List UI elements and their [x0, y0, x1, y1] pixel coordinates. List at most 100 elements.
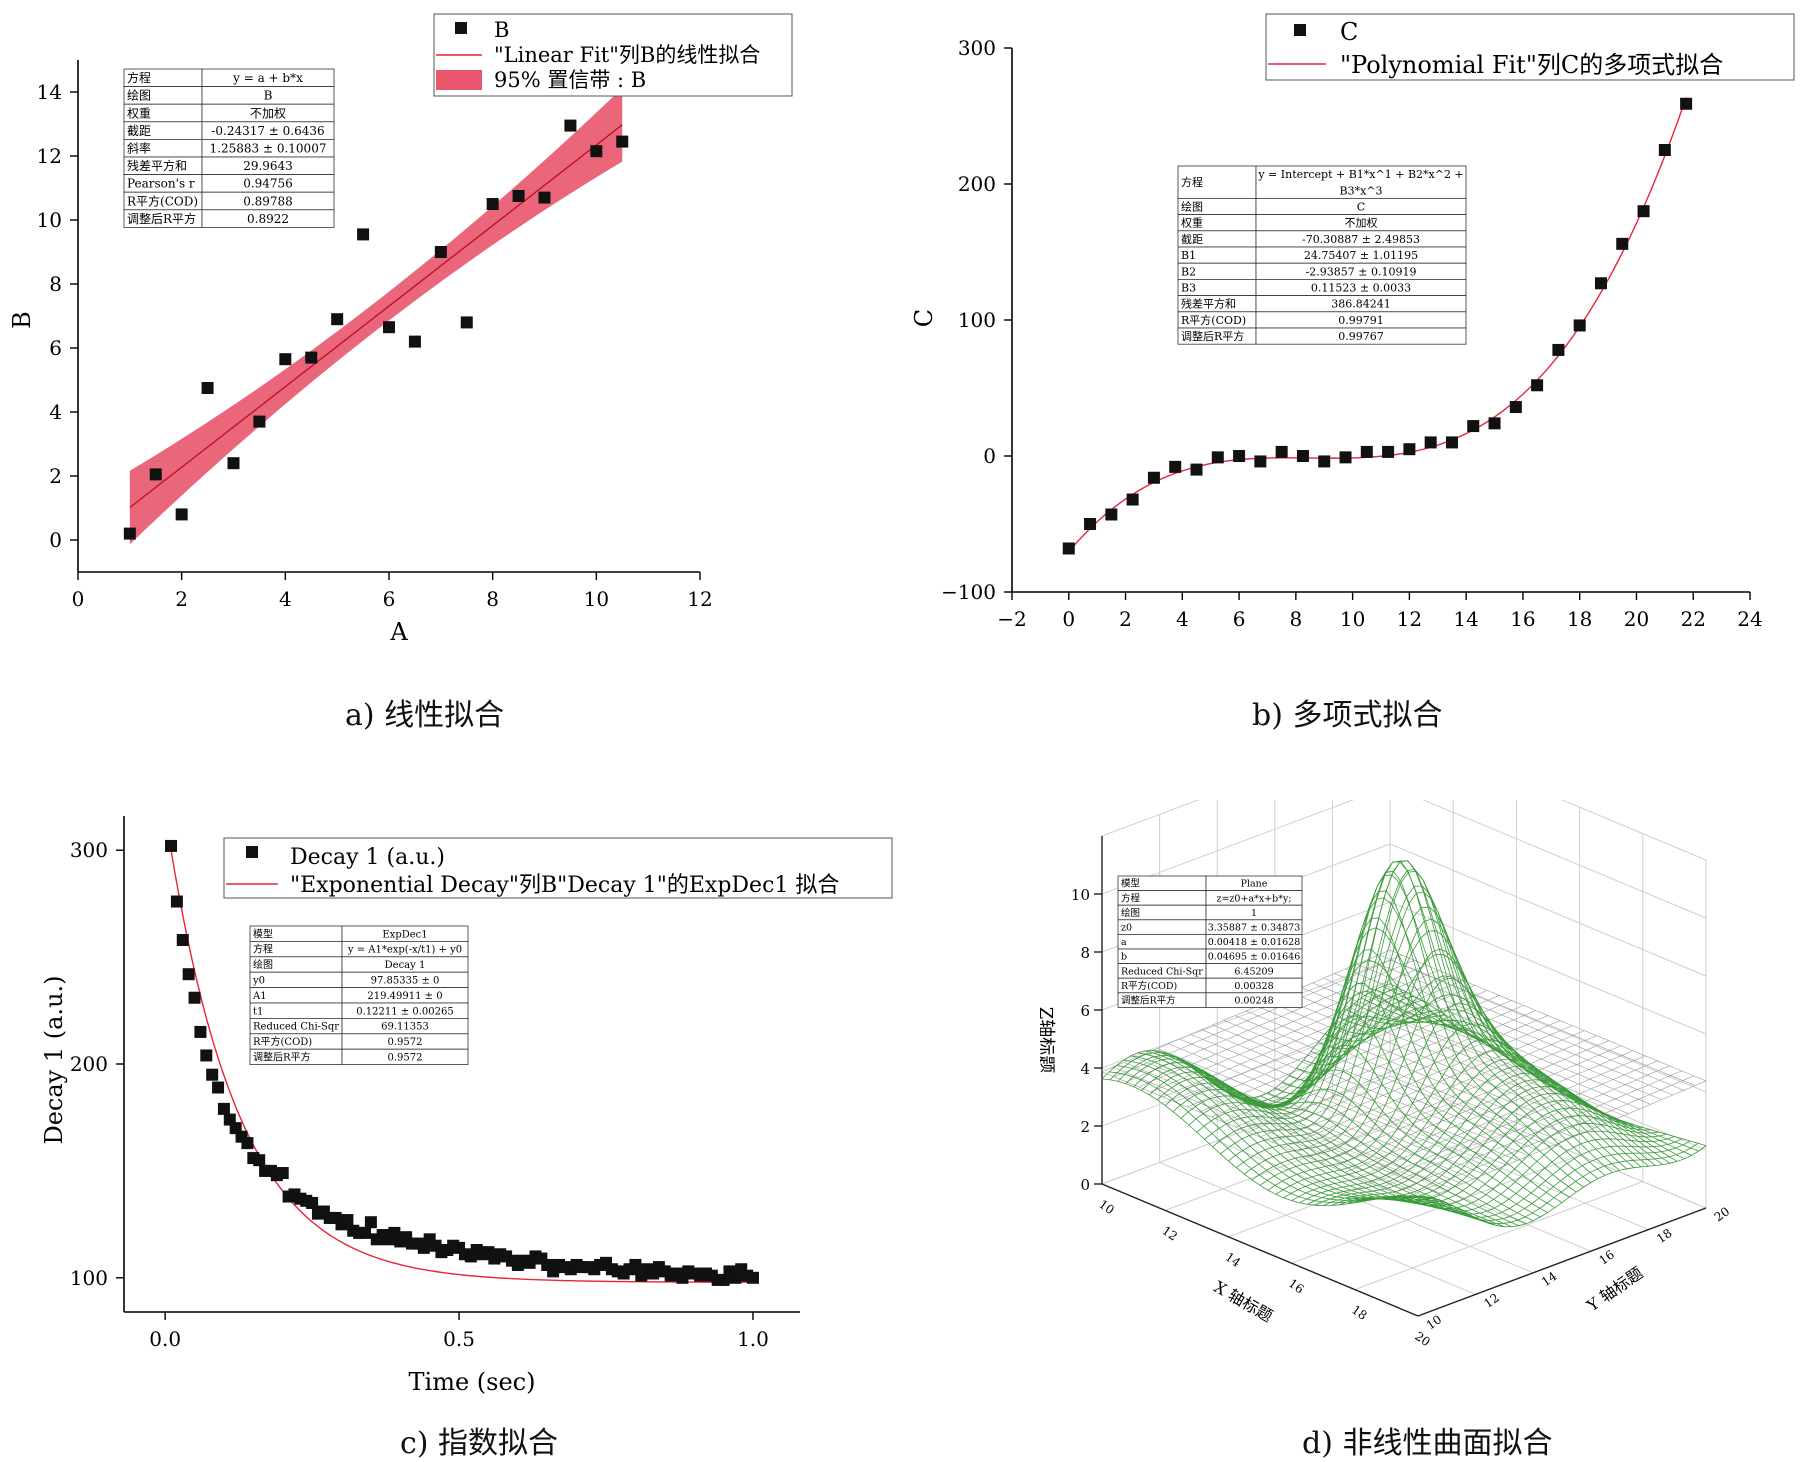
data-point [629, 1258, 642, 1271]
grid-line [1159, 1161, 1476, 1295]
data-point [1360, 445, 1373, 458]
table-key: 绘图 [1181, 199, 1203, 213]
data-point [1190, 463, 1203, 476]
y-tick-label: 0 [49, 528, 62, 552]
surface-mesh-line [1362, 1115, 1651, 1207]
surface-mesh-line [1339, 994, 1656, 1166]
caption-b: b) 多项式拟合 [1252, 698, 1443, 733]
table-value: 219.49911 ± 0 [367, 991, 442, 1002]
data-point [383, 321, 395, 334]
data-point [1233, 450, 1246, 462]
plane-mesh-line [1312, 982, 1629, 1114]
x-tick-label: −2 [997, 607, 1026, 631]
grid-line [1389, 1075, 1707, 1209]
data-point [200, 1049, 213, 1062]
legend: C "Polynomial Fit"列C的多项式拟合 [1265, 13, 1795, 81]
linear-fit-line [129, 124, 623, 509]
table-key: 方程 [1121, 892, 1141, 904]
legend-marker [246, 846, 258, 858]
table-value: y = Intercept + B1*x^1 + B2*x^2 + [1257, 168, 1463, 181]
legend-label: "Exponential Decay"列B"Decay 1"的ExpDec1 拟… [290, 873, 839, 898]
data-point [176, 934, 189, 946]
x-axis-label: A [389, 618, 408, 646]
x-tick-label: 6 [1233, 607, 1246, 631]
legend-box [1265, 13, 1795, 81]
data-point [253, 1154, 266, 1167]
grid-line [1291, 1154, 1580, 1264]
data-point [1509, 401, 1522, 414]
table-key: a [1121, 937, 1127, 948]
plane-mesh-line [1308, 1035, 1597, 1158]
table-key: 残差平方和 [127, 158, 187, 173]
y-tick-label: 20 [1712, 1204, 1733, 1224]
table-value: 0.9572 [388, 1037, 423, 1048]
data-point [306, 1196, 319, 1209]
table-key: R平方(COD) [127, 193, 198, 208]
x-tick-label: 10 [1340, 607, 1365, 631]
data-point [188, 991, 201, 1004]
y-axis-label: Y 轴标题 [1583, 1263, 1647, 1316]
data-point [279, 353, 292, 366]
legend-label: 95% 置信带 : B [494, 68, 646, 92]
data-point [305, 351, 318, 364]
x-axis-label: X 轴标题 [1211, 1277, 1276, 1326]
table-value: z=z0+a*x+b*y; [1216, 893, 1291, 904]
table-value: 0.11523 ± 0.0033 [1311, 281, 1411, 294]
surface-mesh-line [1370, 1123, 1659, 1209]
table-value: 0.00418 ± 0.01628 [1208, 937, 1301, 948]
legend: Decay 1 (a.u.) "Exponential Decay"列B"Deca… [223, 837, 893, 899]
y-tick-label: 14 [1539, 1269, 1560, 1289]
y-axis-label: C [910, 309, 938, 327]
plane-mesh-line [1345, 968, 1662, 1100]
table-value: 不加权 [1345, 217, 1378, 230]
grid-line [1354, 1181, 1643, 1291]
chart-polynomial-fit: −2 0 2 4 6 8 10 12 14 16 18 20 22 24−1000100200300CC"… [910, 13, 1795, 631]
x-tick-label: 1.0 [737, 1327, 769, 1351]
table-value: C [1357, 200, 1365, 213]
x-tick-label: 4 [1176, 607, 1189, 631]
data-point [253, 415, 266, 428]
y-tick-label: 12 [1481, 1291, 1502, 1311]
y-tick-label: 100 [958, 308, 996, 332]
x-tick-label: 16 [1510, 607, 1535, 631]
table-value: 6.45209 [1234, 966, 1273, 977]
surface-mesh-line [1417, 1145, 1707, 1228]
x-tick-label: 8 [1289, 607, 1302, 631]
table-key: B3 [1181, 281, 1196, 294]
table-key: 调整后R平方 [1181, 329, 1244, 343]
grid-line [1165, 1101, 1454, 1211]
data-point [1616, 237, 1629, 250]
y-tick-label: −100 [941, 580, 996, 604]
data-point [1062, 542, 1075, 555]
surface-mesh-line [1378, 1130, 1667, 1212]
table-value: y = A1*exp(-x/t1) + y0 [347, 945, 462, 956]
data-point [201, 382, 214, 394]
data-point [1126, 493, 1139, 506]
table-key: 截距 [1181, 232, 1203, 246]
table-key: Reduced Chi-Sqr [253, 1022, 339, 1033]
y-tick-label: 300 [958, 36, 996, 60]
x-tick-label: 12 [1397, 607, 1422, 631]
table-value: 0.9572 [388, 1053, 423, 1064]
x-tick-label: 0.5 [443, 1327, 475, 1351]
table-value: 24.75407 ± 1.01195 [1304, 249, 1418, 262]
surface-mesh-line [1402, 1140, 1691, 1221]
table-cell [201, 209, 335, 228]
exponential-fit-curve [170, 849, 753, 1283]
grid-line [1389, 843, 1707, 977]
table-key: R平方(COD) [253, 1035, 312, 1048]
data-point [1467, 420, 1480, 433]
x-tick-label: 0 [1062, 607, 1075, 631]
grid-line [1389, 901, 1707, 1035]
data-point [486, 198, 499, 210]
table-value: y = a + b*x [232, 71, 303, 85]
data-point [1445, 436, 1458, 449]
y-tick-label: 200 [70, 1052, 108, 1076]
x-tick-label: 14 [1223, 1250, 1244, 1270]
data-point [364, 1216, 377, 1229]
table-cell [1255, 165, 1467, 199]
table-key: 方程 [253, 943, 273, 956]
data-point [1105, 508, 1118, 521]
data-point [512, 190, 525, 202]
